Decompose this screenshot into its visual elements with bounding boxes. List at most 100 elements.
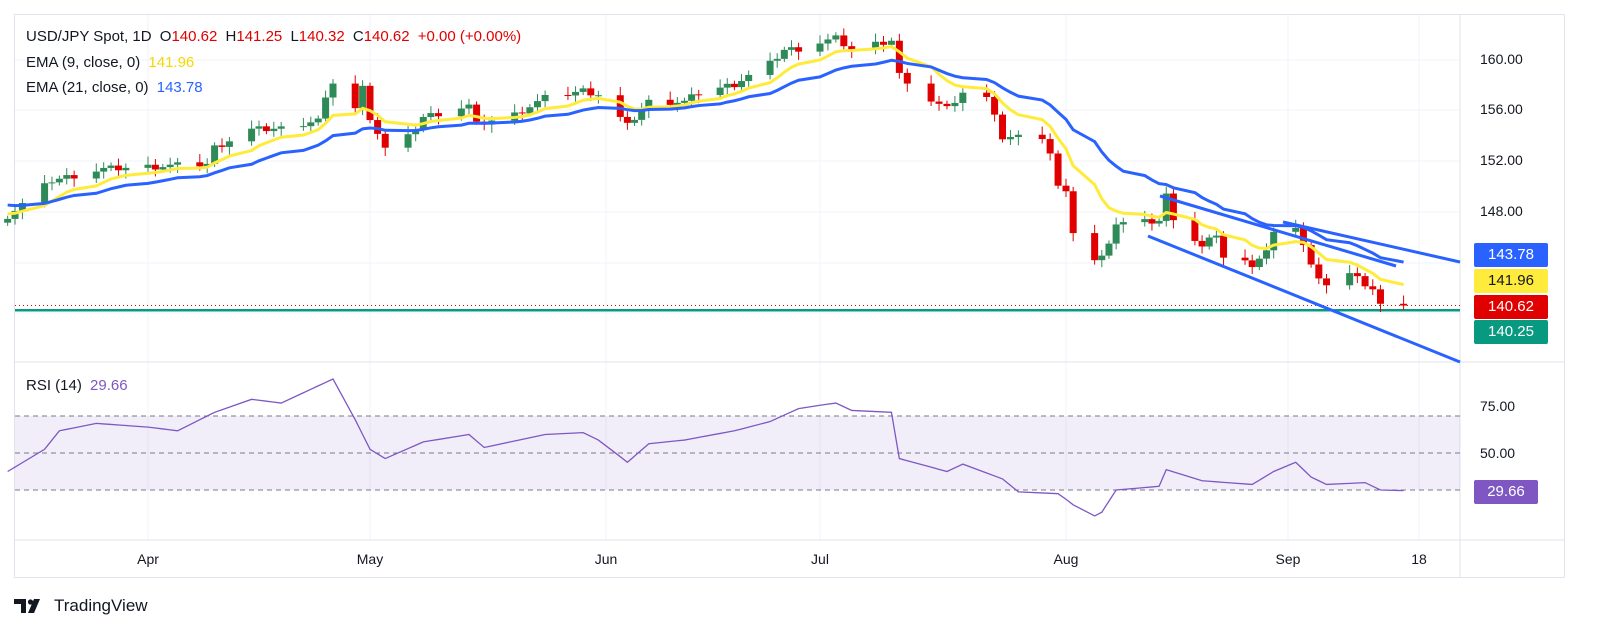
rsi-legend[interactable]: RSI (14) 29.66 xyxy=(26,377,132,394)
candle-body xyxy=(631,119,639,123)
candle-body xyxy=(645,99,653,110)
ema9-line xyxy=(7,44,1404,287)
candle-body xyxy=(18,203,26,211)
candle-body xyxy=(848,46,856,50)
tradingview-logo[interactable]: TradingView xyxy=(14,596,148,616)
candle-body xyxy=(680,100,688,103)
candle-body xyxy=(11,210,19,219)
candle-body xyxy=(1191,220,1199,241)
ema9-label: EMA (9, close, 0) xyxy=(26,54,141,71)
price-tick: 156.00 xyxy=(1480,101,1523,117)
candle-body xyxy=(1038,134,1046,140)
candle-body xyxy=(314,118,322,123)
candle-body xyxy=(465,104,473,109)
candle-body xyxy=(1148,219,1156,224)
candle-body xyxy=(1400,303,1408,306)
candle-body xyxy=(159,167,167,170)
candle-body xyxy=(716,87,724,95)
candle-body xyxy=(816,43,824,52)
candle-body xyxy=(723,83,731,88)
candle-body xyxy=(673,102,681,105)
candle-body xyxy=(1315,264,1323,279)
candle-body xyxy=(587,88,595,96)
candle-body xyxy=(92,171,100,179)
candle-body xyxy=(225,141,233,147)
candle-body xyxy=(248,128,256,142)
candle-body xyxy=(151,164,159,170)
candle-body xyxy=(738,81,746,88)
candle-body xyxy=(270,128,278,132)
candle-body xyxy=(1119,222,1127,225)
candle-body xyxy=(1263,250,1271,259)
brand-name: TradingView xyxy=(54,596,148,615)
candle-body xyxy=(1241,257,1249,261)
candle-body xyxy=(766,60,774,75)
candle-body xyxy=(322,97,330,119)
trendline-upper-long xyxy=(1282,220,1461,264)
candle-body xyxy=(983,92,991,97)
high-label: H xyxy=(225,28,237,45)
ema21-value: 143.78 xyxy=(156,79,203,96)
close-value: 140.62 xyxy=(363,28,410,45)
candle-body xyxy=(359,85,367,109)
candle-body xyxy=(144,164,152,168)
ema21-legend[interactable]: EMA (21, close, 0) 143.78 xyxy=(26,79,207,96)
candle-body xyxy=(526,107,534,114)
candle-body xyxy=(773,58,781,61)
close-label: C xyxy=(352,28,364,45)
candle-body xyxy=(840,35,848,47)
candle-body xyxy=(1062,185,1070,192)
open-label: O xyxy=(159,28,172,45)
candle-body xyxy=(1198,240,1206,247)
candle-body xyxy=(1105,243,1113,256)
rsi-tick: 50.00 xyxy=(1480,445,1516,461)
candle-body xyxy=(174,162,182,165)
candle-body xyxy=(695,94,703,96)
candle-body xyxy=(203,163,211,167)
candle-body xyxy=(1220,235,1228,258)
candle-body xyxy=(959,92,967,103)
candle-body xyxy=(787,47,795,50)
ema9-legend[interactable]: EMA (9, close, 0) 141.96 xyxy=(26,54,198,71)
candle-body xyxy=(518,112,526,114)
candle-body xyxy=(594,95,602,97)
candle-body xyxy=(1248,260,1256,268)
candle-body xyxy=(351,83,359,109)
candle-body xyxy=(277,126,285,129)
candle-body xyxy=(688,94,696,101)
candle-body xyxy=(1361,276,1369,287)
support-price-tag: 140.25 xyxy=(1474,320,1548,344)
candle-body xyxy=(541,94,549,102)
ema21-price-tag: 143.78 xyxy=(1474,243,1548,267)
candle-body xyxy=(1369,286,1377,290)
last-price-tag: 140.62 xyxy=(1474,295,1548,319)
candle-body xyxy=(616,95,624,117)
time-tick: 18 xyxy=(1411,551,1427,567)
candle-body xyxy=(1376,289,1384,304)
candle-body xyxy=(166,164,174,168)
candle-body xyxy=(533,101,541,108)
trendline-lower xyxy=(1147,234,1461,364)
change-value: +0.00 (+0.00%) xyxy=(417,28,522,45)
candle-body xyxy=(1255,258,1263,268)
candle-body xyxy=(1353,273,1361,277)
candle-body xyxy=(1162,193,1170,221)
time-tick: Sep xyxy=(1275,551,1301,567)
candle-body xyxy=(1212,235,1220,238)
candle-body xyxy=(329,83,337,98)
candle-body xyxy=(255,126,263,129)
candle-body xyxy=(951,102,959,107)
rsi-label: RSI (14) xyxy=(26,377,82,394)
low-value: 140.32 xyxy=(298,28,345,45)
candle-body xyxy=(879,41,887,45)
candle-body xyxy=(122,167,130,171)
time-tick: Aug xyxy=(1053,551,1079,567)
candle-body xyxy=(211,145,219,164)
time-tick: Apr xyxy=(137,551,159,567)
candle-body xyxy=(218,145,226,147)
symbol-legend: USD/JPY Spot, 1D O140.62 H141.25 L140.32… xyxy=(26,28,525,45)
rsi-line xyxy=(7,378,1404,517)
candle-body xyxy=(935,101,943,104)
candle-body xyxy=(1112,224,1120,244)
